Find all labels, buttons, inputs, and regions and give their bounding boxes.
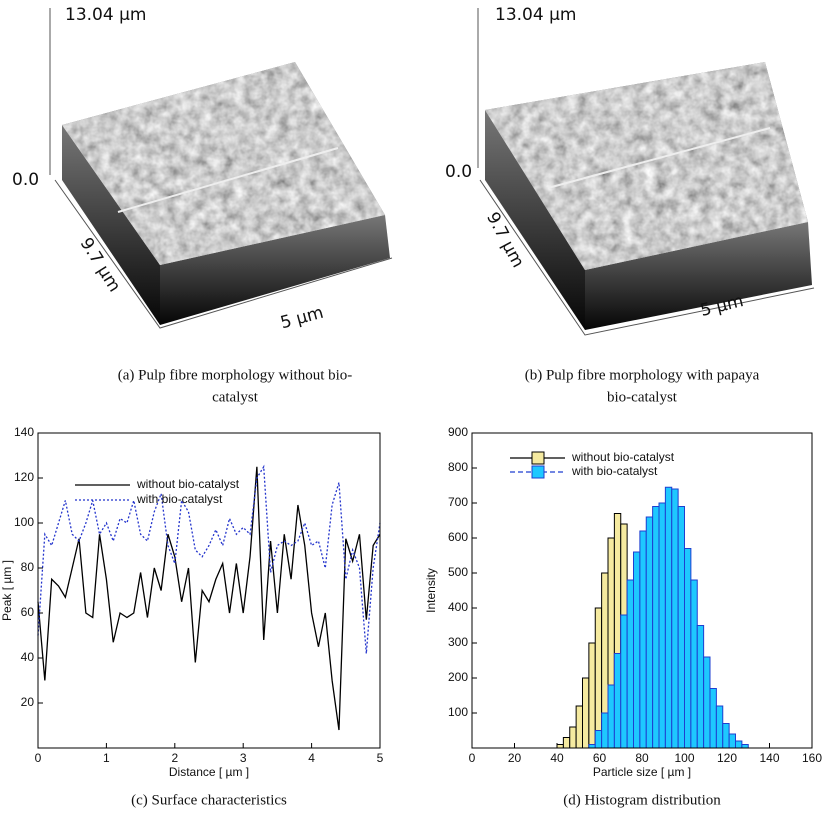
bar — [684, 548, 692, 749]
x-tick-label: 5 — [377, 751, 384, 765]
x-tick-label: 60 — [593, 751, 607, 765]
plot-frame — [37, 432, 381, 749]
y-tick-label: 900 — [448, 425, 468, 439]
z-min-label: 0.0 — [445, 162, 472, 182]
y-tick-label: 500 — [448, 565, 468, 579]
x-tick-label: 20 — [508, 751, 522, 765]
bar — [594, 607, 603, 749]
bar — [613, 653, 622, 749]
y-tick-label: 20 — [21, 695, 35, 709]
y-tick-label: 200 — [448, 670, 468, 684]
bar — [594, 730, 603, 749]
bar — [588, 642, 596, 749]
y-axis-title: Peak [ µm ] — [0, 560, 14, 621]
bar — [677, 506, 685, 749]
z-max-label: 13.04 µm — [495, 5, 576, 25]
caption: (b) Pulp fibre morphology with papaya — [525, 367, 760, 383]
bar — [626, 579, 634, 749]
z-max-label: 13.04 µm — [65, 5, 146, 25]
x-tick-label: 3 — [240, 751, 247, 765]
z-min-label: 0.0 — [12, 170, 39, 190]
legend-label: with bio-catalyst — [136, 492, 223, 506]
caption: bio-catalyst — [607, 389, 678, 405]
bar — [741, 744, 749, 749]
y-tick-label: 140 — [14, 425, 34, 439]
bar — [588, 744, 596, 749]
y-tick-label: 60 — [21, 605, 35, 619]
bar — [690, 579, 698, 749]
x-tick-label: 160 — [802, 751, 822, 765]
caption: (c) Surface characteristics — [131, 792, 287, 808]
surface-a — [49, 8, 393, 329]
bar — [556, 744, 564, 749]
x-tick-label: 2 — [171, 751, 178, 765]
y-tick-label: 700 — [448, 495, 468, 509]
bar — [715, 705, 724, 749]
x-tick-label: 40 — [550, 751, 564, 765]
y-tick-label: 100 — [14, 515, 34, 529]
x-axis-title: Particle size [ µm ] — [593, 765, 691, 779]
y-tick-label: 800 — [448, 460, 468, 474]
y-tick-label: 120 — [14, 470, 34, 484]
legend-label: without bio-catalyst — [136, 477, 240, 491]
plot-frame — [471, 432, 813, 749]
bar — [601, 712, 609, 749]
x-tick-label: 140 — [759, 751, 779, 765]
bar — [735, 740, 743, 749]
caption: catalyst — [212, 389, 259, 405]
x-tick-label: 100 — [674, 751, 694, 765]
y-tick-label: 300 — [448, 635, 468, 649]
bar — [562, 737, 571, 749]
caption: (a) Pulp fibre morphology without bio- — [118, 367, 353, 383]
bar — [620, 614, 628, 749]
line — [37, 464, 381, 654]
legend-swatch — [531, 451, 545, 465]
caption: (d) Histogram distribution — [563, 792, 721, 808]
bar — [664, 486, 673, 749]
legend-swatch — [531, 465, 545, 479]
y-tick-label: 600 — [448, 530, 468, 544]
line — [37, 466, 381, 731]
bar — [728, 733, 736, 749]
bar — [658, 502, 666, 749]
legend-label: with bio-catalyst — [571, 464, 658, 478]
x-tick-label: 0 — [469, 751, 476, 765]
y-tick-label: 40 — [21, 650, 35, 664]
x-tick-label: 4 — [308, 751, 315, 765]
bar — [569, 726, 577, 749]
y-tick-label: 100 — [448, 705, 468, 719]
y-axis-title: Intensity — [424, 568, 438, 613]
x-tick-label: 1 — [103, 751, 110, 765]
y-tick-label: 400 — [448, 600, 468, 614]
x-tick-label: 0 — [35, 751, 42, 765]
bar — [703, 656, 711, 749]
x-tick-label: 80 — [635, 751, 649, 765]
x-tick-label: 120 — [717, 751, 737, 765]
bar — [671, 488, 679, 749]
x-extent-label: 5 µm — [278, 303, 325, 334]
bar — [696, 625, 705, 749]
bar — [633, 551, 641, 749]
surface-b — [477, 8, 815, 336]
bar — [652, 506, 660, 749]
bar — [639, 530, 647, 749]
bar — [722, 723, 730, 749]
bar — [607, 684, 615, 749]
bar — [709, 688, 717, 749]
bar — [575, 705, 583, 749]
legend-label: without bio-catalyst — [571, 450, 675, 464]
bar — [582, 677, 590, 749]
y-tick-label: 80 — [21, 560, 35, 574]
x-axis-title: Distance [ µm ] — [169, 765, 249, 779]
bar — [645, 516, 654, 749]
